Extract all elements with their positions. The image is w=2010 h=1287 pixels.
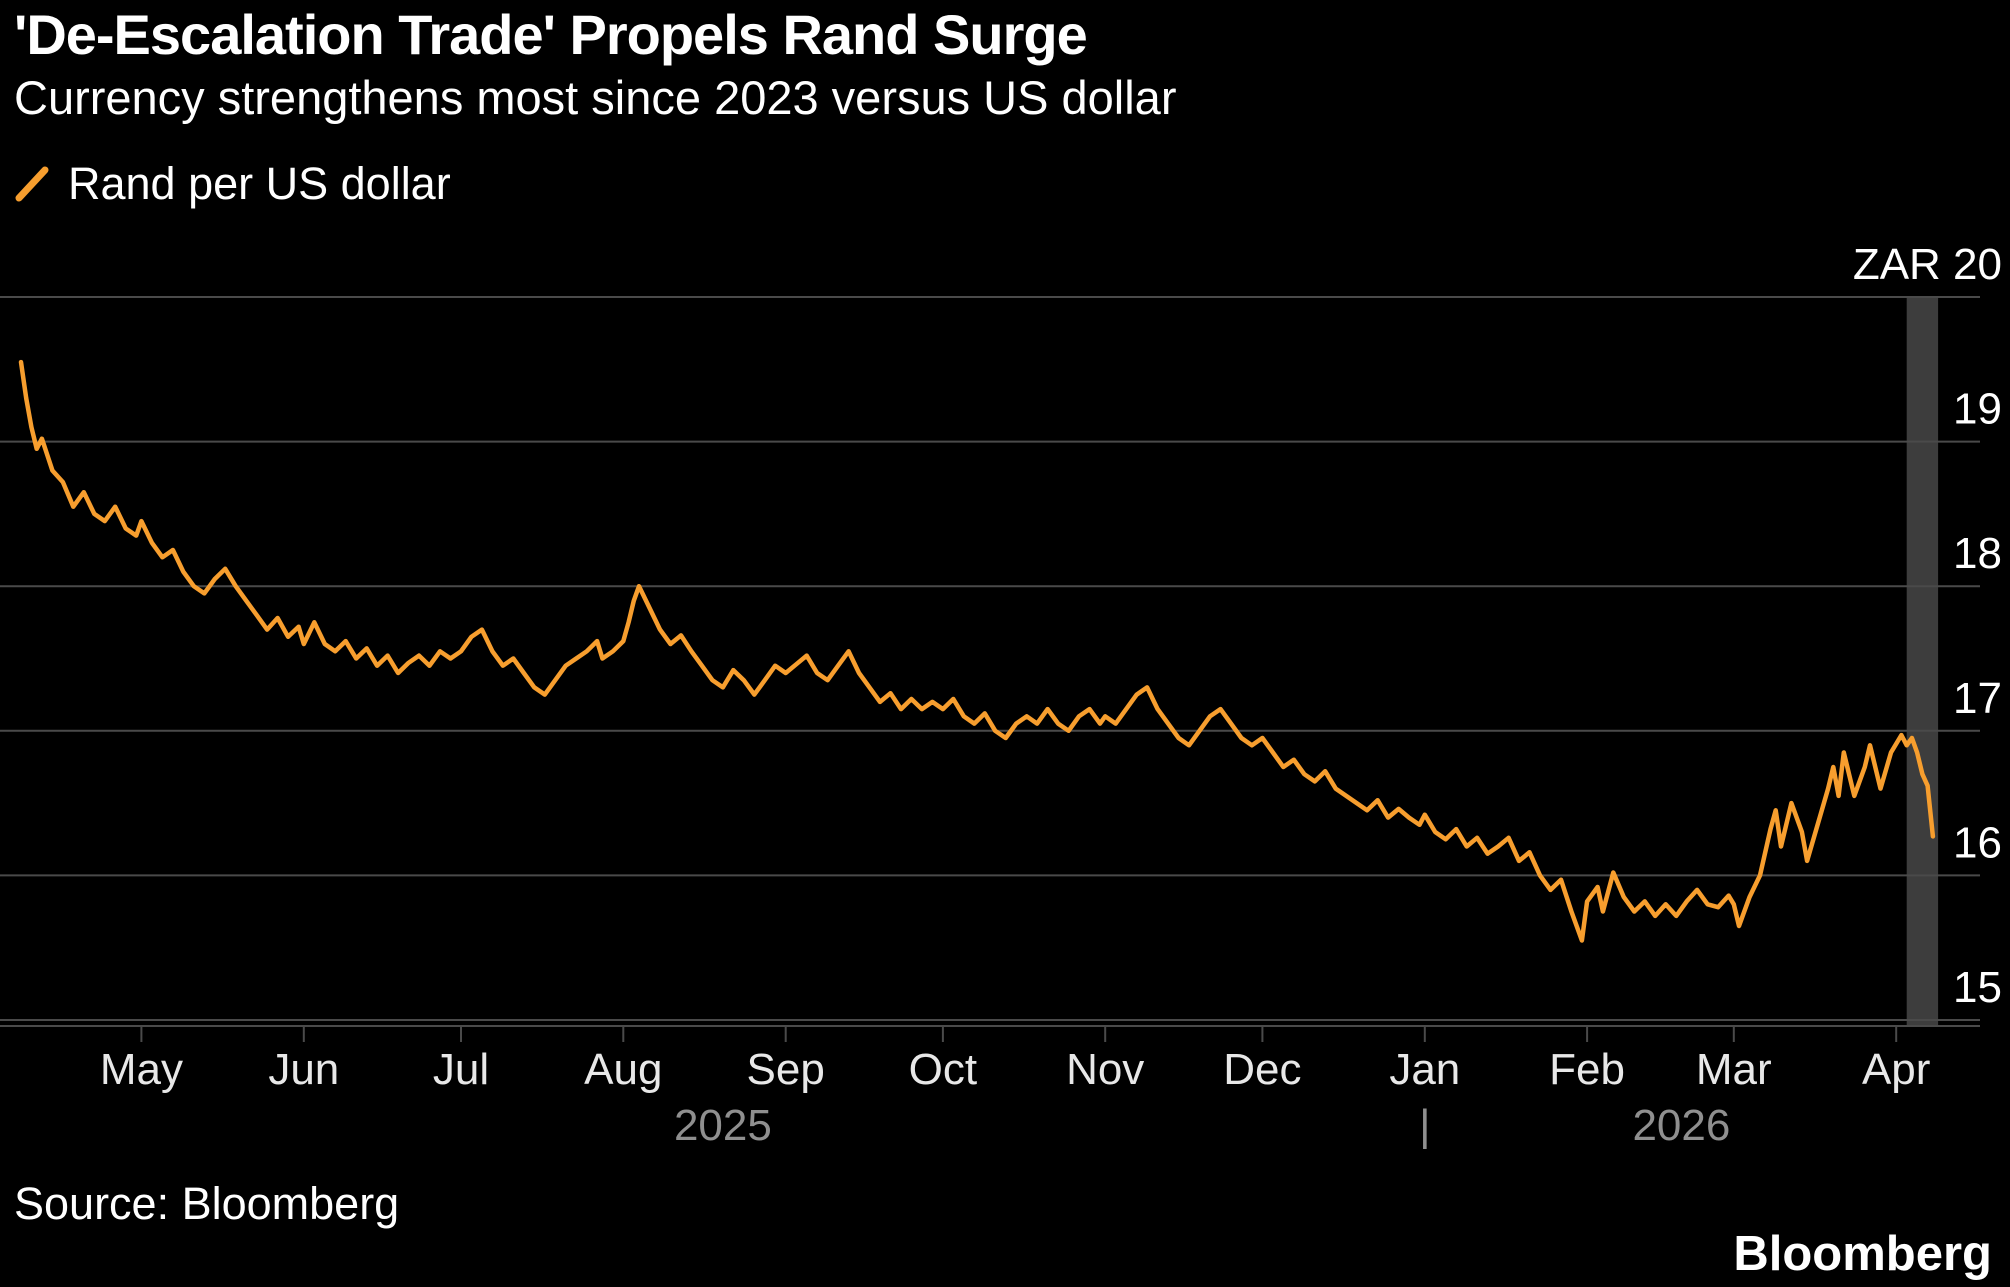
svg-text:|: | — [1419, 1101, 1430, 1150]
svg-text:Oct: Oct — [909, 1045, 977, 1094]
legend: Rand per US dollar — [14, 158, 451, 210]
legend-label: Rand per US dollar — [68, 158, 451, 209]
svg-text:Apr: Apr — [1862, 1045, 1930, 1094]
chart-subtitle: Currency strengthens most since 2023 ver… — [14, 71, 1177, 124]
svg-text:ZAR 20: ZAR 20 — [1853, 240, 2002, 289]
svg-text:May: May — [100, 1045, 183, 1094]
chart-title: 'De-Escalation Trade' Propels Rand Surge — [14, 3, 1088, 66]
svg-text:17: 17 — [1953, 674, 2002, 723]
svg-text:Mar: Mar — [1696, 1045, 1772, 1094]
svg-text:Feb: Feb — [1549, 1045, 1625, 1094]
source-note: Source: Bloomberg — [14, 1178, 400, 1229]
svg-text:15: 15 — [1953, 963, 2002, 1012]
legend-line-swatch-icon — [14, 165, 52, 203]
svg-text:Nov: Nov — [1066, 1045, 1144, 1094]
svg-text:18: 18 — [1953, 529, 2002, 578]
svg-text:Aug: Aug — [584, 1045, 662, 1094]
svg-text:16: 16 — [1953, 818, 2002, 867]
bloomberg-logo: Bloomberg — [1733, 1227, 1992, 1281]
svg-text:Sep: Sep — [747, 1045, 825, 1094]
svg-text:Dec: Dec — [1223, 1045, 1301, 1094]
svg-text:2025: 2025 — [674, 1101, 772, 1150]
svg-text:19: 19 — [1953, 385, 2002, 434]
svg-text:Jul: Jul — [433, 1045, 489, 1094]
svg-text:Jan: Jan — [1389, 1045, 1460, 1094]
svg-text:2026: 2026 — [1632, 1101, 1730, 1150]
svg-text:Jun: Jun — [268, 1045, 339, 1094]
